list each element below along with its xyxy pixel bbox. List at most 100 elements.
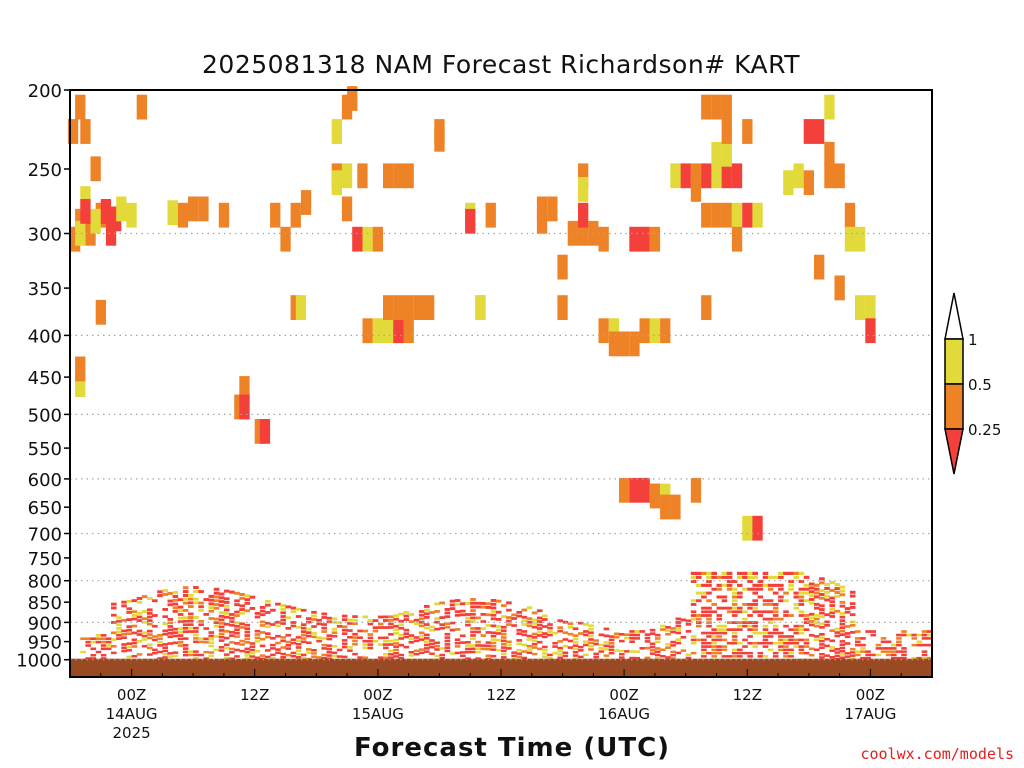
ri-band-cell <box>306 620 312 624</box>
ri-cell <box>711 202 722 228</box>
ri-band-cell <box>824 583 830 587</box>
ri-band-cell <box>105 637 112 640</box>
ri-band-cell <box>429 625 435 629</box>
ri-band-cell <box>136 619 143 622</box>
ri-band-cell <box>742 575 748 579</box>
ri-band-cell <box>839 643 846 646</box>
legend-label: 1 <box>968 331 978 349</box>
ri-band-cell <box>896 650 902 653</box>
ri-band-cell <box>526 624 533 628</box>
ri-band-cell <box>424 650 430 653</box>
ri-band-cell <box>147 653 153 656</box>
ri-band-cell <box>644 640 651 643</box>
ri-band-cell <box>829 581 835 585</box>
ri-band-cell <box>660 624 666 628</box>
ri-band-cell <box>772 641 779 645</box>
ri-band-cell <box>711 638 717 642</box>
ri-band-cell <box>198 640 204 644</box>
ri-cell <box>752 202 763 228</box>
ri-cell <box>834 163 845 189</box>
ri-band-cell <box>265 603 271 607</box>
ri-cell <box>290 202 301 228</box>
ri-band-cell <box>218 596 225 600</box>
ri-band-cell <box>234 591 240 595</box>
ri-band-cell <box>352 622 358 626</box>
ri-band-cell <box>249 648 256 652</box>
ri-band-cell <box>141 620 148 624</box>
ri-band-cell <box>362 643 369 646</box>
ri-band-cell <box>536 640 543 644</box>
ri-band-cell <box>182 653 189 657</box>
ri-cell <box>475 295 486 320</box>
ri-band-cell <box>234 624 240 628</box>
ri-cell <box>434 119 445 144</box>
ri-band-cell <box>398 637 404 640</box>
ri-band-cell <box>203 637 209 641</box>
ri-band-cell <box>536 620 543 623</box>
ri-band-cell <box>367 646 374 650</box>
ri-band-cell <box>116 619 122 623</box>
ri-band-cell <box>649 642 656 646</box>
ri-band-cell <box>198 590 204 594</box>
ri-band-cell <box>403 645 410 649</box>
ri-band-cell <box>147 608 153 612</box>
ri-band-cell <box>362 629 369 633</box>
ri-band-cell <box>218 600 225 603</box>
ri-band-cell <box>526 634 533 638</box>
ri-band-cell <box>690 651 697 655</box>
ri-band-cell <box>752 599 758 603</box>
ri-band-cell <box>300 608 307 612</box>
ri-band-cell <box>839 619 846 623</box>
ri-band-cell <box>542 635 548 639</box>
ri-band-cell <box>341 632 348 635</box>
ri-band-cell <box>731 621 738 624</box>
ri-band-cell <box>223 629 230 633</box>
ri-band-cell <box>783 645 789 648</box>
ri-band-cell <box>855 653 861 657</box>
ri-band-cell <box>136 600 143 604</box>
ri-band-cell <box>721 575 728 579</box>
ri-band-cell <box>772 631 779 635</box>
ri-band-cell <box>85 637 91 640</box>
ri-band-cell <box>855 643 861 647</box>
ri-band-cell <box>367 633 374 636</box>
ri-band-cell <box>557 653 563 656</box>
ri-band-cell <box>223 653 230 656</box>
ri-band-cell <box>865 656 871 660</box>
ri-band-cell <box>824 594 830 598</box>
ri-band-cell <box>336 625 343 628</box>
ri-band-cell <box>608 648 615 652</box>
ri-band-cell <box>172 606 179 610</box>
ri-band-cell <box>223 601 230 604</box>
ri-band-cell <box>295 639 302 643</box>
ri-band-cell <box>526 617 533 621</box>
ri-band-cell <box>778 583 784 587</box>
ri-band-cell <box>716 638 723 642</box>
ri-band-cell <box>896 656 902 660</box>
ri-cell <box>188 196 199 222</box>
ri-band-cell <box>341 639 348 642</box>
ri-band-cell <box>116 616 122 620</box>
ri-cell <box>701 163 712 189</box>
ri-band-cell <box>357 636 363 639</box>
ri-band-cell <box>495 632 502 635</box>
ri-cell <box>167 200 178 226</box>
ri-band-cell <box>218 629 225 632</box>
ri-band-cell <box>131 614 138 617</box>
ri-band-cell <box>660 628 666 631</box>
ri-band-cell <box>849 590 856 594</box>
ri-cell <box>383 295 394 320</box>
ri-cell <box>75 356 86 382</box>
ri-band-cell <box>747 606 753 610</box>
ri-band-cell <box>839 622 846 626</box>
ri-band-cell <box>793 628 800 631</box>
ri-band-cell <box>598 633 605 637</box>
ri-band-cell <box>829 615 835 618</box>
ri-band-cell <box>665 656 671 659</box>
ri-band-cell <box>747 575 753 579</box>
ri-band-cell <box>737 575 743 579</box>
ri-band-cell <box>393 645 399 648</box>
ri-band-cell <box>218 622 225 625</box>
ri-band-cell <box>465 620 471 624</box>
ri-band-cell <box>731 591 738 595</box>
